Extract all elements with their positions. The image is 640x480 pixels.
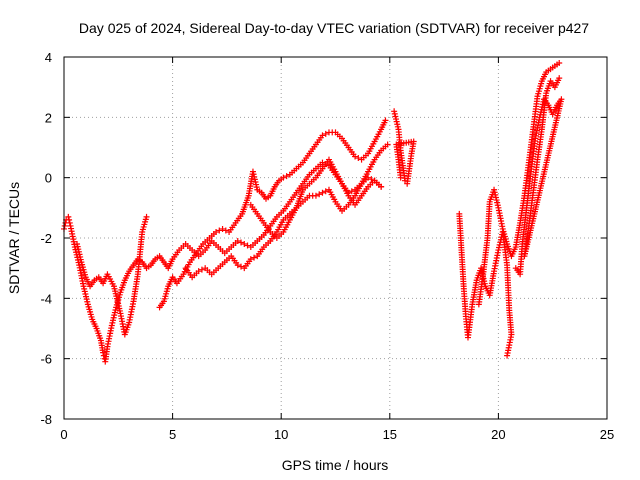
data-point — [312, 192, 319, 199]
data-point — [251, 254, 258, 261]
data-points — [61, 60, 565, 365]
series-track-e — [247, 156, 385, 241]
data-point — [382, 117, 389, 124]
data-point — [504, 352, 511, 359]
data-point — [65, 213, 72, 220]
series-track-f — [391, 108, 417, 187]
x-tick-label: 10 — [274, 427, 288, 442]
x-tick-label: 20 — [491, 427, 505, 442]
data-point — [322, 130, 329, 137]
data-point — [319, 132, 326, 139]
data-point — [319, 189, 326, 196]
data-point — [66, 219, 73, 226]
y-tick-label: -6 — [40, 352, 52, 367]
data-point — [61, 222, 68, 229]
data-point — [234, 262, 241, 269]
series-track-b — [74, 213, 150, 338]
data-point — [244, 242, 251, 249]
data-point — [556, 60, 563, 67]
tick-labels: 0 5 10 15 20 25 -8 -6 -4 -2 0 2 4 — [40, 50, 614, 442]
data-point — [352, 153, 359, 160]
series-track-d — [182, 141, 391, 281]
chart-title: Day 025 of 2024, Sidereal Day-to-day VTE… — [79, 20, 589, 36]
data-point — [316, 191, 323, 198]
x-tick-label: 0 — [60, 427, 67, 442]
data-point — [368, 176, 375, 183]
data-point — [247, 256, 254, 263]
series-track-c — [156, 117, 389, 311]
data-point — [397, 174, 404, 181]
y-tick-label: -2 — [40, 231, 52, 246]
y-tick-label: 2 — [45, 110, 52, 125]
data-point — [355, 155, 362, 162]
data-point — [143, 213, 150, 220]
data-point — [283, 173, 290, 180]
data-point — [222, 227, 229, 234]
data-point — [238, 263, 245, 270]
data-point — [319, 159, 326, 166]
x-tick-label: 5 — [169, 427, 176, 442]
data-point — [348, 188, 355, 195]
data-point — [216, 227, 223, 234]
data-point — [241, 241, 248, 248]
y-axis-label: SDTVAR / TECUs — [6, 182, 22, 294]
data-point — [322, 188, 329, 195]
plot-frame — [63, 56, 608, 420]
data-point — [238, 239, 245, 246]
series-track-h — [475, 60, 563, 308]
data-point — [365, 174, 372, 181]
data-point — [66, 216, 73, 223]
y-tick-label: -8 — [40, 412, 52, 427]
series-track-g — [456, 210, 515, 359]
data-point — [100, 349, 107, 356]
data-point — [234, 238, 241, 245]
data-point — [556, 75, 563, 82]
data-point — [378, 183, 385, 190]
data-point — [384, 141, 391, 148]
series-track-i — [512, 75, 565, 278]
data-point — [280, 174, 287, 181]
data-point — [198, 266, 205, 273]
x-axis-label: GPS time / hours — [282, 457, 389, 473]
x-tick-label: 25 — [600, 427, 614, 442]
data-point — [195, 268, 202, 275]
y-tick-label: -4 — [40, 291, 52, 306]
y-tick-label: 4 — [45, 50, 52, 65]
data-point — [219, 225, 226, 232]
y-tick-label: 0 — [45, 171, 52, 186]
x-tick-label: 15 — [383, 427, 397, 442]
data-point — [213, 228, 220, 235]
